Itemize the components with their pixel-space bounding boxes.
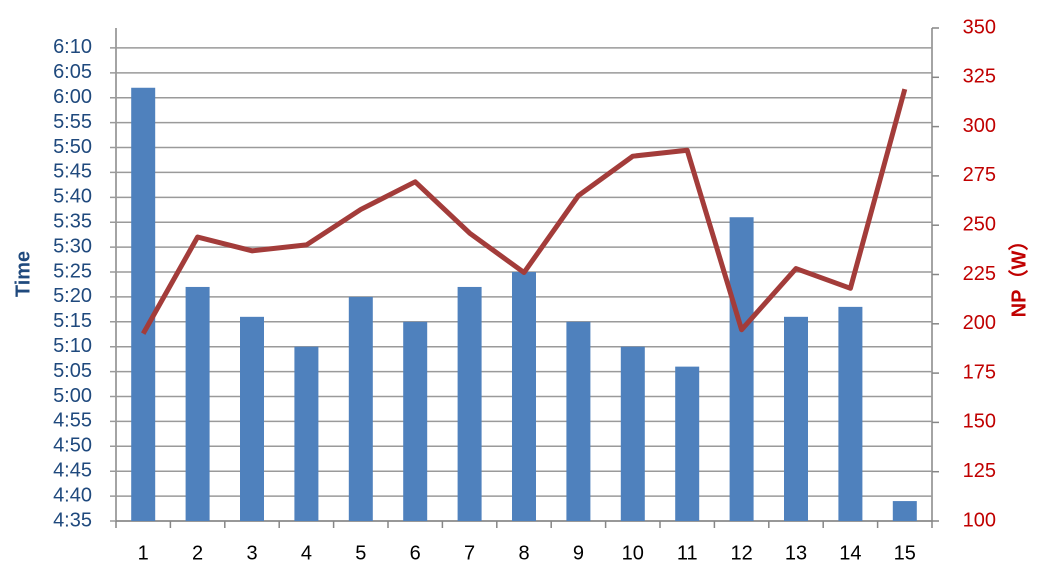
y-tick-label: 5:40 (53, 186, 92, 208)
y-tick-label: 6:00 (53, 86, 92, 108)
y-tick-label: 4:55 (53, 410, 92, 432)
bar (348, 296, 373, 521)
y-tick-label: 5:45 (53, 161, 92, 183)
y-tick-label: 4:40 (53, 484, 92, 506)
x-tick-label: 2 (192, 542, 203, 564)
y-tick-label: 6:05 (53, 61, 92, 83)
y2-tick-label: 100 (963, 509, 996, 531)
x-tick-label: 1 (138, 542, 149, 564)
bar (566, 321, 591, 521)
y2-tick-label: 250 (963, 213, 996, 235)
y-tick-label: 6:10 (53, 36, 92, 58)
bar (457, 286, 482, 521)
x-tick-label: 14 (839, 542, 861, 564)
y-tick-label: 5:25 (53, 260, 92, 282)
y2-tick-label: 175 (963, 361, 996, 383)
y-tick-label: 4:50 (53, 435, 92, 457)
y-tick-label: 5:15 (53, 310, 92, 332)
bar (294, 346, 319, 521)
bar (675, 366, 700, 521)
y2-tick-label: 275 (963, 164, 996, 186)
y-tick-label: 5:30 (53, 235, 92, 257)
bar (512, 272, 536, 521)
x-tick-label: 5 (355, 542, 366, 564)
bar (620, 346, 645, 521)
y-tick-label: 4:35 (53, 509, 92, 531)
y-tick-label: 5:35 (53, 210, 92, 232)
y-axis-title: Time (12, 251, 34, 297)
y2-tick-label: 300 (963, 115, 996, 137)
bar (784, 316, 808, 521)
y2-axis-title: NP（W） (1007, 231, 1030, 318)
y-tick-label: 5:00 (53, 385, 92, 407)
x-tick-label: 15 (894, 542, 916, 564)
line (141, 88, 908, 335)
x-tick-label: 4 (301, 542, 312, 564)
x-tick-label: 6 (410, 542, 421, 564)
y2-tick-label: 125 (963, 460, 996, 482)
y2-tick-label: 150 (963, 411, 996, 433)
y-tick-label: 5:10 (53, 335, 92, 357)
bar (892, 501, 917, 521)
bar (729, 217, 754, 521)
bar (185, 286, 210, 521)
bar (838, 306, 863, 521)
y2-tick-label: 325 (963, 66, 996, 88)
x-tick-label: 9 (573, 542, 584, 564)
x-tick-label: 11 (677, 542, 698, 564)
y-tick-label: 5:50 (53, 136, 92, 158)
y2-tick-label: 200 (963, 312, 996, 334)
y-tick-label: 4:45 (53, 459, 92, 481)
y-tick-label: 5:05 (53, 360, 92, 382)
bar (403, 321, 428, 521)
x-tick-label: 12 (730, 542, 752, 564)
x-tick-label: 3 (246, 542, 257, 564)
x-tick-label: 7 (464, 542, 475, 564)
x-tick-label: 10 (622, 542, 644, 564)
y-tick-label: 5:55 (53, 111, 92, 133)
bar (240, 316, 264, 521)
y2-tick-label: 225 (963, 263, 996, 285)
y2-tick-label: 350 (963, 16, 996, 38)
x-tick-label: 8 (518, 542, 529, 564)
y-tick-label: 5:20 (53, 285, 92, 307)
x-tick-label: 13 (785, 542, 807, 564)
bar (131, 87, 156, 522)
